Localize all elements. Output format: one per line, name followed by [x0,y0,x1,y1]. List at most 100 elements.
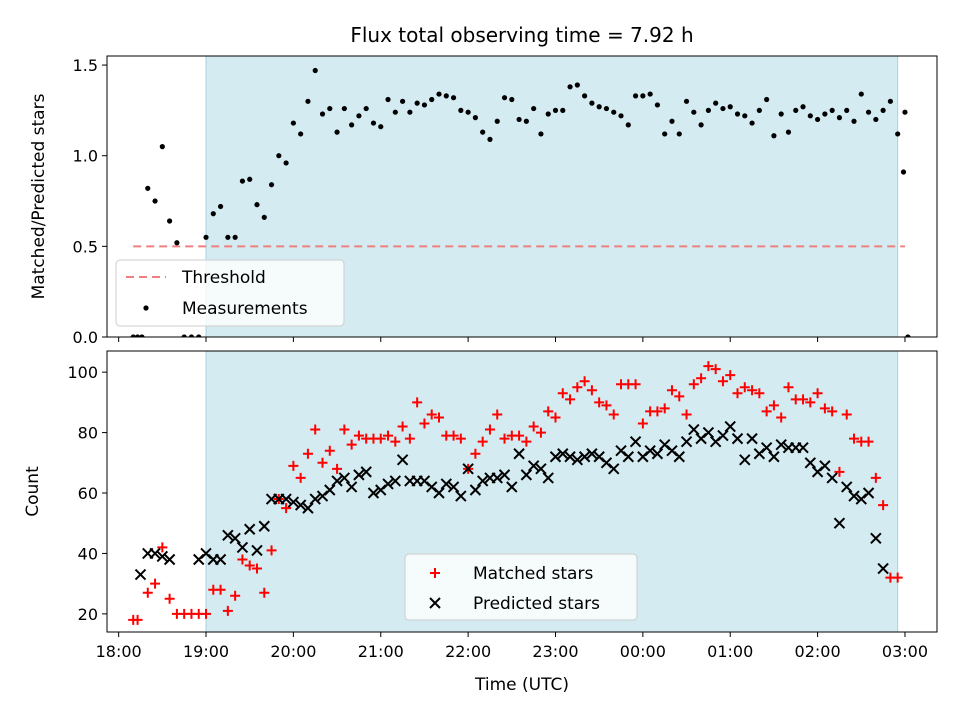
measurement-point [829,107,835,113]
measurement-point [458,107,464,113]
measurement-point [480,129,486,135]
measurement-point [822,111,828,117]
matched-stars-point [477,436,488,447]
measurement-point [239,178,246,184]
matched-stars-point [412,397,423,408]
predicted-stars-point [848,490,860,502]
measurement-point [647,91,653,97]
predicted-stars-point [797,441,809,454]
matched-stars-point [317,457,328,468]
measurement-point [756,107,762,113]
predicted-stars-point [688,423,700,436]
matched-stars-point [150,578,161,589]
matched-stars-point [834,466,845,477]
matched-stars-point [696,373,707,384]
measurement-point [698,122,704,128]
matched-stars-point [528,421,539,432]
predicted-stars-point [447,481,460,493]
predicted-stars-point [673,451,685,463]
matched-stars-point [630,379,641,390]
measurement-point [552,107,559,113]
measurement-point [392,109,398,115]
matched-stars-point [259,587,270,598]
matched-stars-point [579,376,590,387]
matched-stars-point [324,445,335,456]
predicted-stars-point [804,457,817,469]
predicted-stars-point [324,484,336,496]
measurement-point [232,234,238,240]
measurement-point [145,185,151,191]
measurement-point [247,176,253,182]
matched-stars-point [783,382,794,393]
measurement-point [705,107,711,113]
matched-stars-point [222,605,233,616]
matched-stars-point [565,394,576,405]
predicted-stars-point [833,517,846,529]
matched-stars-point [157,542,168,553]
matched-stars-point [841,409,852,420]
count-panel: 20 40 60 80 100 Count 18:00 19:00 20:00 21:00 22:0… [23,350,938,661]
matched-stars-point [543,406,554,417]
matched-stars-point [681,409,692,420]
legend-measurements-swatch [143,305,149,311]
legend-matched-label: Matched stars [473,564,593,584]
matched-stars-point [805,397,816,408]
matched-stars-point [754,388,765,399]
count-legend: Matched stars Predicted stars [404,553,638,621]
y-tick-label: 1.5 [73,56,98,75]
predicted-stars-point [345,481,358,493]
predicted-stars-point [651,448,664,460]
matched-stars-point [237,554,248,565]
predicted-stars-point [731,432,744,445]
measurement-point [334,129,340,135]
measurement-point [538,131,544,137]
predicted-stars-point [462,463,474,475]
measurement-point [596,104,602,110]
matched-stars-point [535,427,546,438]
matched-stars-point [164,593,175,604]
matched-stars-point [492,409,503,420]
x-tick-label: 01:00 [707,642,753,661]
matched-stars-point [404,433,415,444]
matched-stars-point [201,608,212,619]
matched-stars-point [419,418,430,429]
predicted-stars-point [491,472,503,484]
predicted-stars-point [149,547,161,560]
measurement-point [742,113,748,119]
predicted-stars-point [717,429,729,442]
predicted-stars-point [433,487,445,499]
legend-threshold-label: Threshold [181,268,266,288]
y-tick-label: 40 [78,544,98,563]
matched-stars-point [448,430,459,441]
predicted-stars-point [396,454,409,466]
matched-stars-point [572,382,583,393]
measurement-point [181,334,187,337]
measurement-point [378,124,384,130]
predicted-stars-point [513,448,525,460]
predicted-stars-point [608,463,620,475]
matched-stars-point [251,563,262,574]
predicted-stars-point [382,478,394,490]
matched-stars-point [863,436,874,447]
measurement-point [640,93,646,99]
predicted-stars-point [586,448,598,460]
matched-stars-point [244,560,255,571]
measurement-point [720,105,726,112]
matched-stars-point [521,436,532,447]
legend-predicted-swatch [429,597,441,609]
measurement-point [749,120,755,126]
measurement-point [421,102,428,108]
predicted-stars-point [287,496,300,508]
predicted-stars-point [367,487,380,499]
ratio-y-axis-label: Matched/Predicted stars [29,93,49,299]
predicted-stars-point [578,451,591,463]
matched-stars-point [586,385,597,396]
matched-stars-point [703,361,714,372]
predicted-stars-point [134,568,147,581]
measurement-point [727,104,733,110]
measurement-point [407,109,413,115]
measurement-point [800,104,806,110]
matched-stars-point [353,430,364,441]
measurement-point [851,118,857,124]
legend-box [115,259,345,327]
